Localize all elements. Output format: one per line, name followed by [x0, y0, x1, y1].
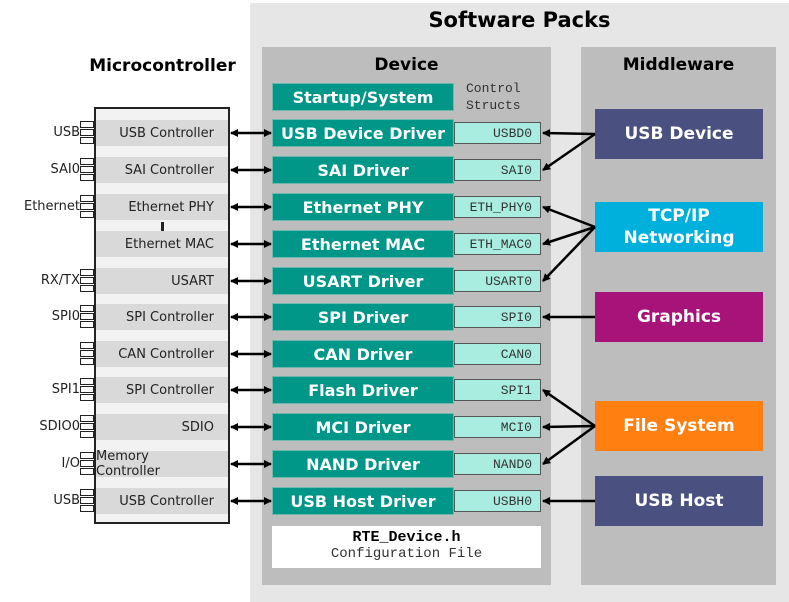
middleware-block: TCP/IP Networking	[595, 202, 763, 252]
control-struct: ETH_MAC0	[454, 233, 541, 255]
mcu-row: CAN Controller	[96, 341, 228, 367]
pin-connector	[80, 285, 94, 292]
control-struct: CAN0	[454, 343, 541, 365]
mcu-row: Ethernet MAC	[96, 231, 228, 257]
pin-connector	[80, 505, 94, 512]
control-structs-label: Control Structs	[466, 81, 521, 113]
driver-block: USART Driver	[272, 267, 454, 295]
pin-label: RX/TX	[40, 273, 80, 288]
pin-connector	[80, 452, 94, 459]
arrow	[542, 132, 596, 172]
driver-block: MCI Driver	[272, 413, 454, 441]
pin-connector	[80, 305, 94, 312]
pin-connector	[80, 394, 94, 401]
pin-connector	[80, 129, 94, 136]
mcu-row: SPI Controller	[96, 304, 228, 330]
pin-connector	[80, 431, 94, 438]
pin-label: SPI1	[51, 382, 80, 397]
control-struct: SPI1	[454, 379, 541, 401]
software-packs-title: Software Packs	[428, 8, 611, 32]
middleware-title: Middleware	[622, 55, 735, 75]
pin-label: USB	[53, 125, 80, 140]
driver-block: USB Host Driver	[272, 487, 454, 515]
eth-phy-mac-link	[161, 222, 164, 232]
arrow	[542, 226, 596, 282]
device-title: Device	[374, 55, 439, 75]
pin-label: I/O	[61, 456, 80, 471]
driver-block: NAND Driver	[272, 450, 454, 478]
middleware-block: USB Device	[595, 109, 763, 159]
mcu-row: USB Controller	[96, 120, 228, 146]
pin-connector	[80, 386, 94, 393]
config-file-box: RTE_Device.h Configuration File	[272, 526, 541, 568]
pin-connector	[80, 195, 94, 202]
pin-connector	[80, 121, 94, 128]
mcu-row: Ethernet PHY	[96, 194, 228, 220]
driver-block: SPI Driver	[272, 303, 454, 331]
mcu-row: USB Controller	[96, 488, 228, 514]
middleware-block: Graphics	[595, 292, 763, 342]
control-struct: NAND0	[454, 453, 541, 475]
driver-block: SAI Driver	[272, 156, 454, 184]
driver-block: Ethernet MAC	[272, 230, 454, 258]
pin-connector	[80, 378, 94, 385]
config-file-label: Configuration File	[330, 546, 483, 562]
pin-label: USB	[53, 493, 80, 508]
middleware-block: File System	[595, 401, 763, 451]
microcontroller-title: Microcontroller	[89, 56, 236, 76]
pin-connector	[80, 211, 94, 218]
pin-connector	[80, 203, 94, 210]
pin-connector	[80, 468, 94, 475]
mcu-row: Memory Controller	[96, 449, 228, 479]
arrow	[542, 424, 596, 466]
control-struct: ETH_PHY0	[454, 196, 541, 218]
middleware-block: USB Host	[595, 476, 763, 526]
pin-connector	[80, 358, 94, 365]
pin-connector	[80, 321, 94, 328]
driver-block: Flash Driver	[272, 376, 454, 404]
arrow	[542, 205, 596, 229]
pin-connector	[80, 489, 94, 496]
pin-label: Ethernet	[24, 199, 80, 214]
pin-connector	[80, 460, 94, 467]
pin-label: SDIO0	[39, 419, 80, 434]
mcu-row: SPI Controller	[96, 377, 228, 403]
control-struct: USART0	[454, 270, 541, 292]
config-file-name: RTE_Device.h	[352, 529, 461, 546]
driver-block: Ethernet PHY	[272, 193, 454, 221]
pin-connector	[80, 423, 94, 430]
pin-label: SPI0	[51, 309, 80, 324]
pin-connector	[80, 497, 94, 504]
arrow	[542, 225, 596, 246]
arrow	[542, 388, 596, 428]
pin-connector	[80, 277, 94, 284]
mcu-row: SDIO	[96, 414, 228, 440]
pin-connector	[80, 137, 94, 144]
pin-connector	[80, 313, 94, 320]
control-struct: SAI0	[454, 159, 541, 181]
pin-connector	[80, 166, 94, 173]
pin-connector	[80, 342, 94, 349]
driver-block: CAN Driver	[272, 340, 454, 368]
pin-connector	[80, 158, 94, 165]
control-struct: MCI0	[454, 416, 541, 438]
pin-connector	[80, 415, 94, 422]
arrow	[542, 129, 596, 138]
control-struct: SPI0	[454, 306, 541, 328]
driver-block: USB Device Driver	[272, 119, 454, 147]
startup-system-block: Startup/System	[272, 83, 454, 111]
pin-connector	[80, 350, 94, 357]
mcu-row: USART	[96, 268, 228, 294]
arrow	[542, 422, 596, 431]
mcu-row: SAI Controller	[96, 157, 228, 183]
pin-connector	[80, 174, 94, 181]
pin-label: SAI0	[50, 162, 81, 177]
pin-connector	[80, 269, 94, 276]
control-struct: USBH0	[454, 490, 541, 512]
control-struct: USBD0	[454, 122, 541, 144]
